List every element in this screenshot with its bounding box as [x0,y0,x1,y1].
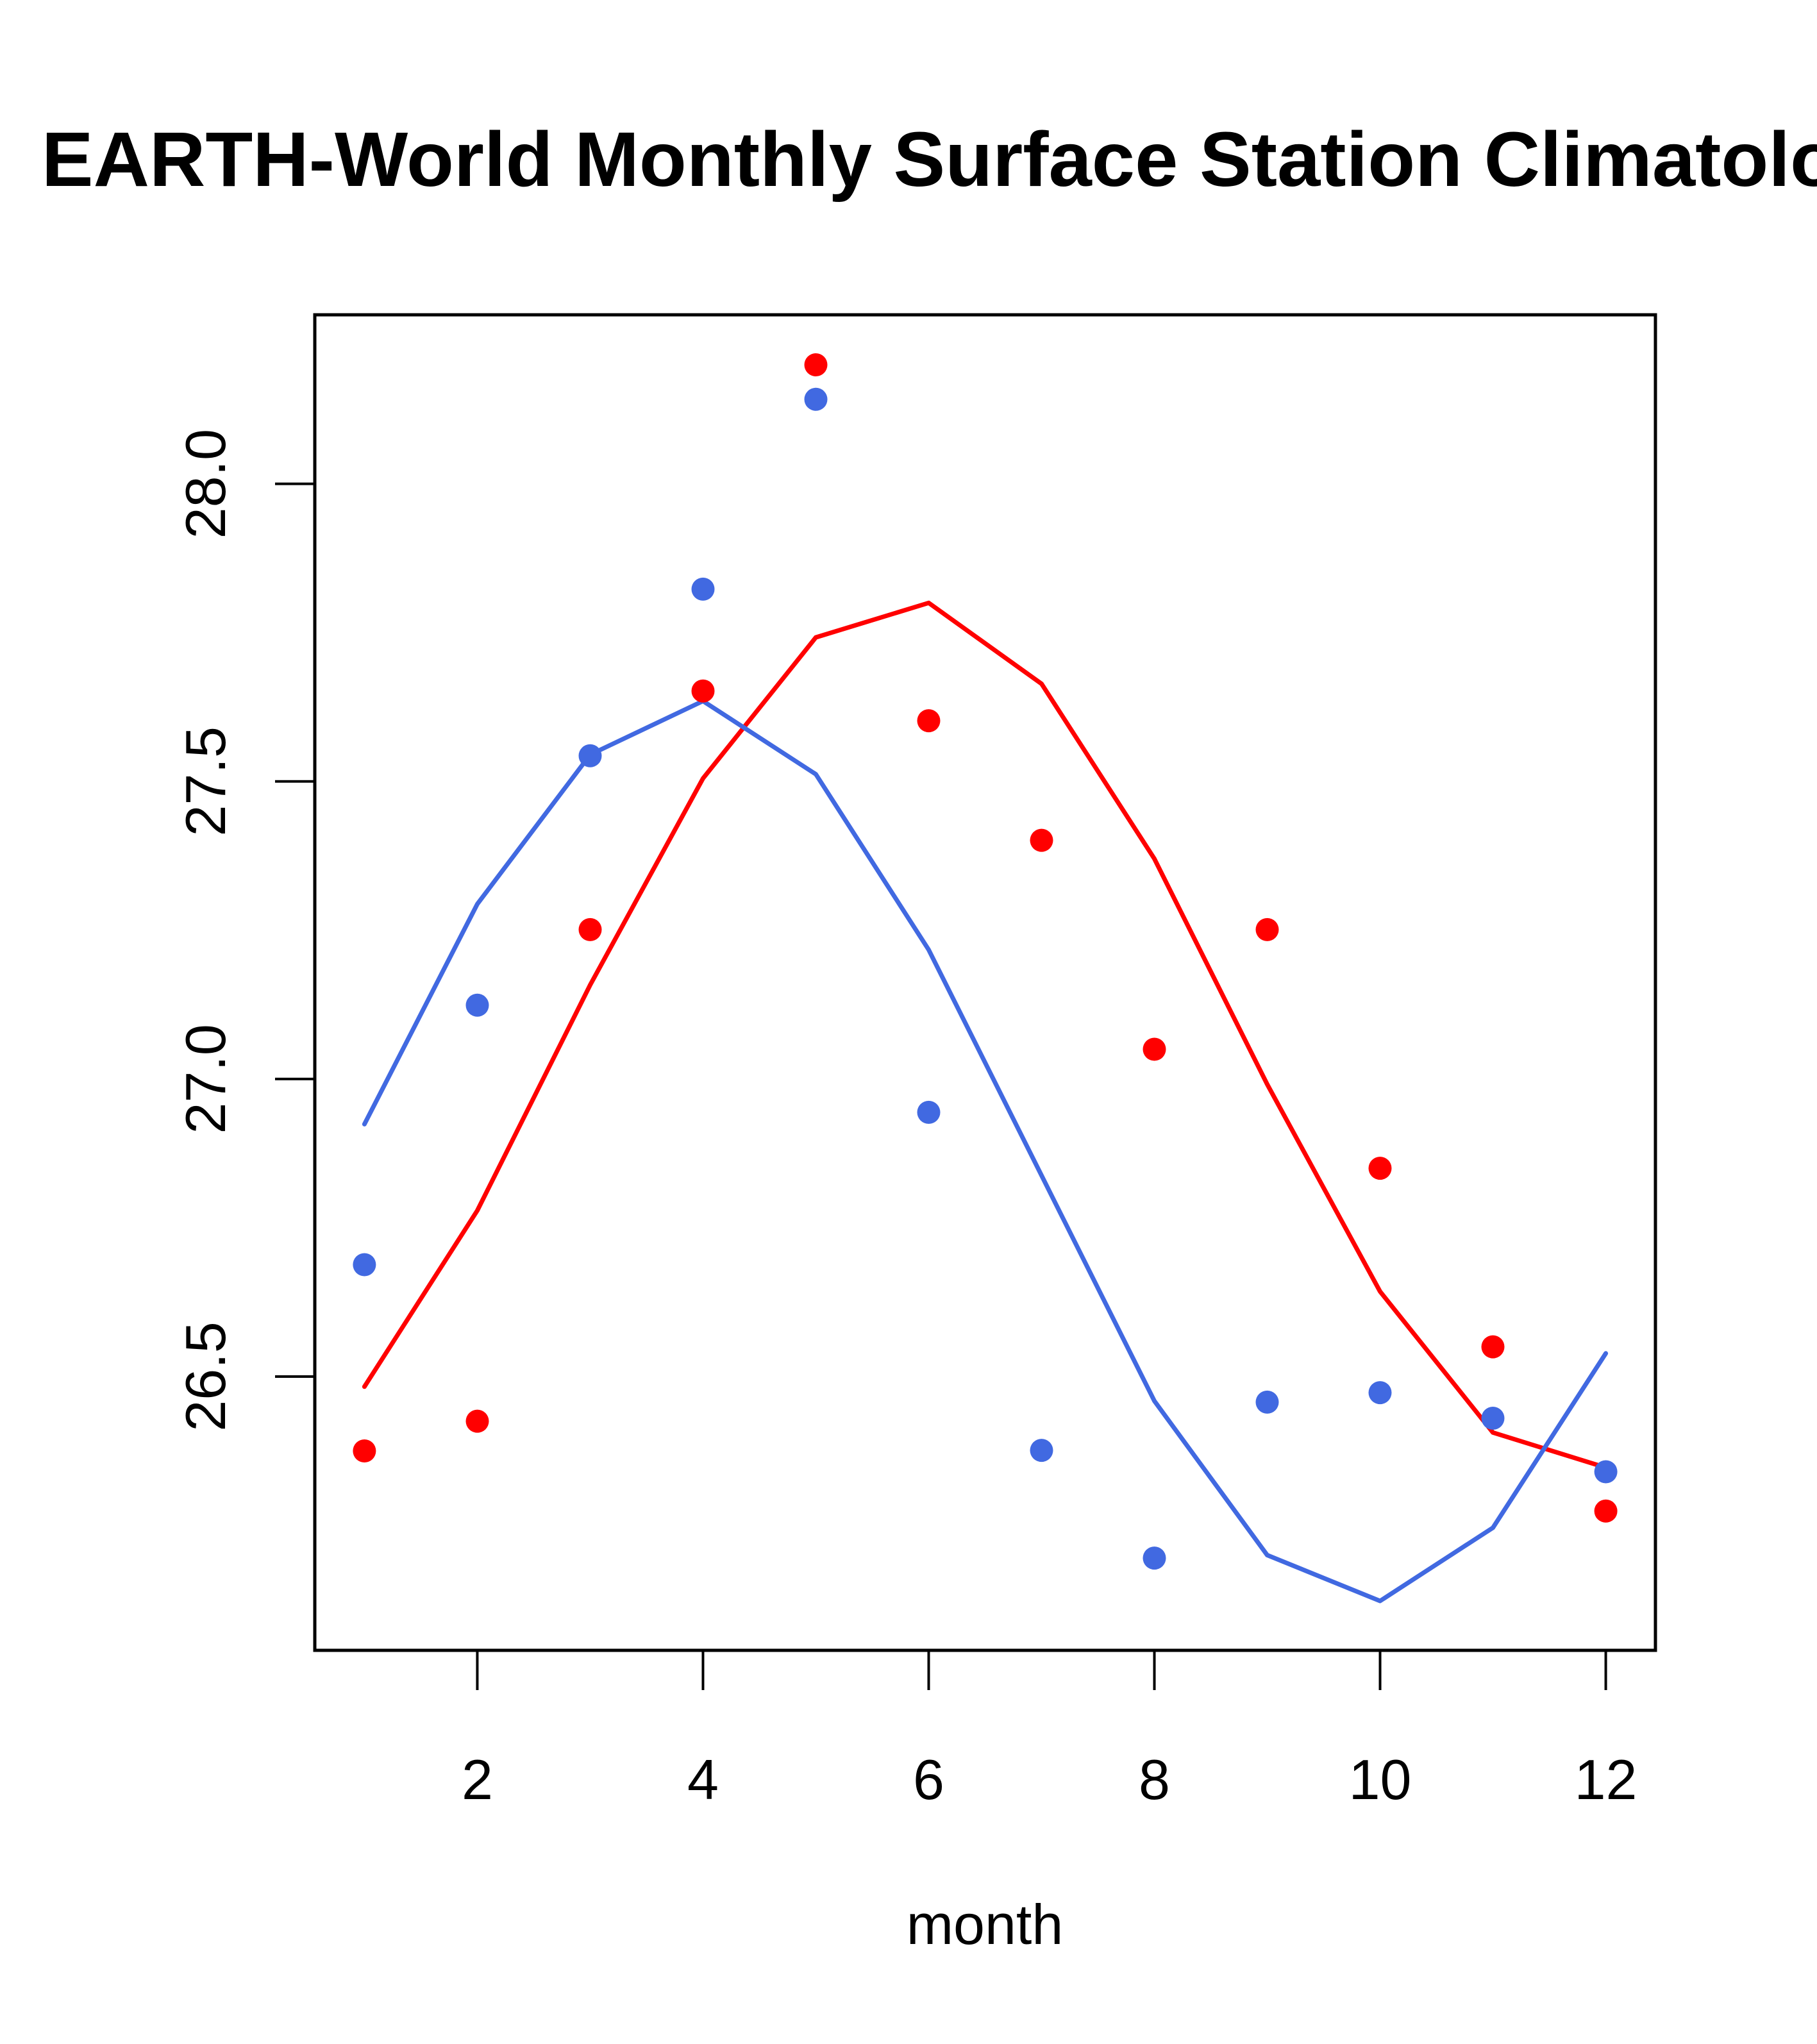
x-axis-label: month [907,1893,1064,1956]
blue-points-point [578,744,602,767]
x-tick-label: 2 [462,1748,493,1811]
x-tick-label: 8 [1139,1748,1170,1811]
y-tick-label: 27.5 [174,726,237,836]
blue-points-point [1368,1381,1392,1405]
red-points-point [804,353,828,376]
y-tick-label: 26.5 [174,1321,237,1431]
blue-points-point [465,993,489,1017]
red-points-point [1481,1335,1505,1359]
series-points [353,353,1618,1570]
blue-points-point [353,1253,376,1277]
blue-points-point [1255,1390,1279,1414]
blue-points-point [1594,1460,1618,1484]
blue-points-point [1030,1439,1053,1462]
red-points-point [1143,1037,1166,1061]
red-line [362,600,1609,1470]
red-points-point [1030,828,1053,852]
y-axis: 26.5 27.0 27.5 28.0 [174,429,315,1432]
x-axis: 2 4 6 8 10 12 [462,1650,1637,1811]
red-points-point [1368,1157,1392,1180]
blue-points-point [917,1100,941,1124]
plot-frame [313,313,1657,1652]
x-tick-label: 4 [687,1748,719,1811]
blue-line [362,698,1609,1604]
red-points-point [1594,1499,1618,1523]
red-points-point [578,917,602,941]
x-tick-label: 12 [1575,1748,1637,1811]
red-points-point [353,1439,376,1462]
blue-points-point [1143,1546,1166,1570]
series-lines [362,600,1609,1604]
y-tick-label: 27.0 [174,1024,237,1134]
blue-points-point [1481,1407,1505,1430]
y-tick-label: 28.0 [174,429,237,539]
red-points-point [465,1409,489,1433]
blue-points-point [804,387,828,411]
red-points-point [691,679,715,703]
blue-points-point [691,577,715,601]
x-tick-label: 6 [913,1748,944,1811]
red-points-point [1255,917,1279,941]
chart-title: EARTH-World Monthly Surface Station Clim… [42,115,1817,203]
red-points-point [917,709,941,733]
x-tick-label: 10 [1349,1748,1412,1811]
